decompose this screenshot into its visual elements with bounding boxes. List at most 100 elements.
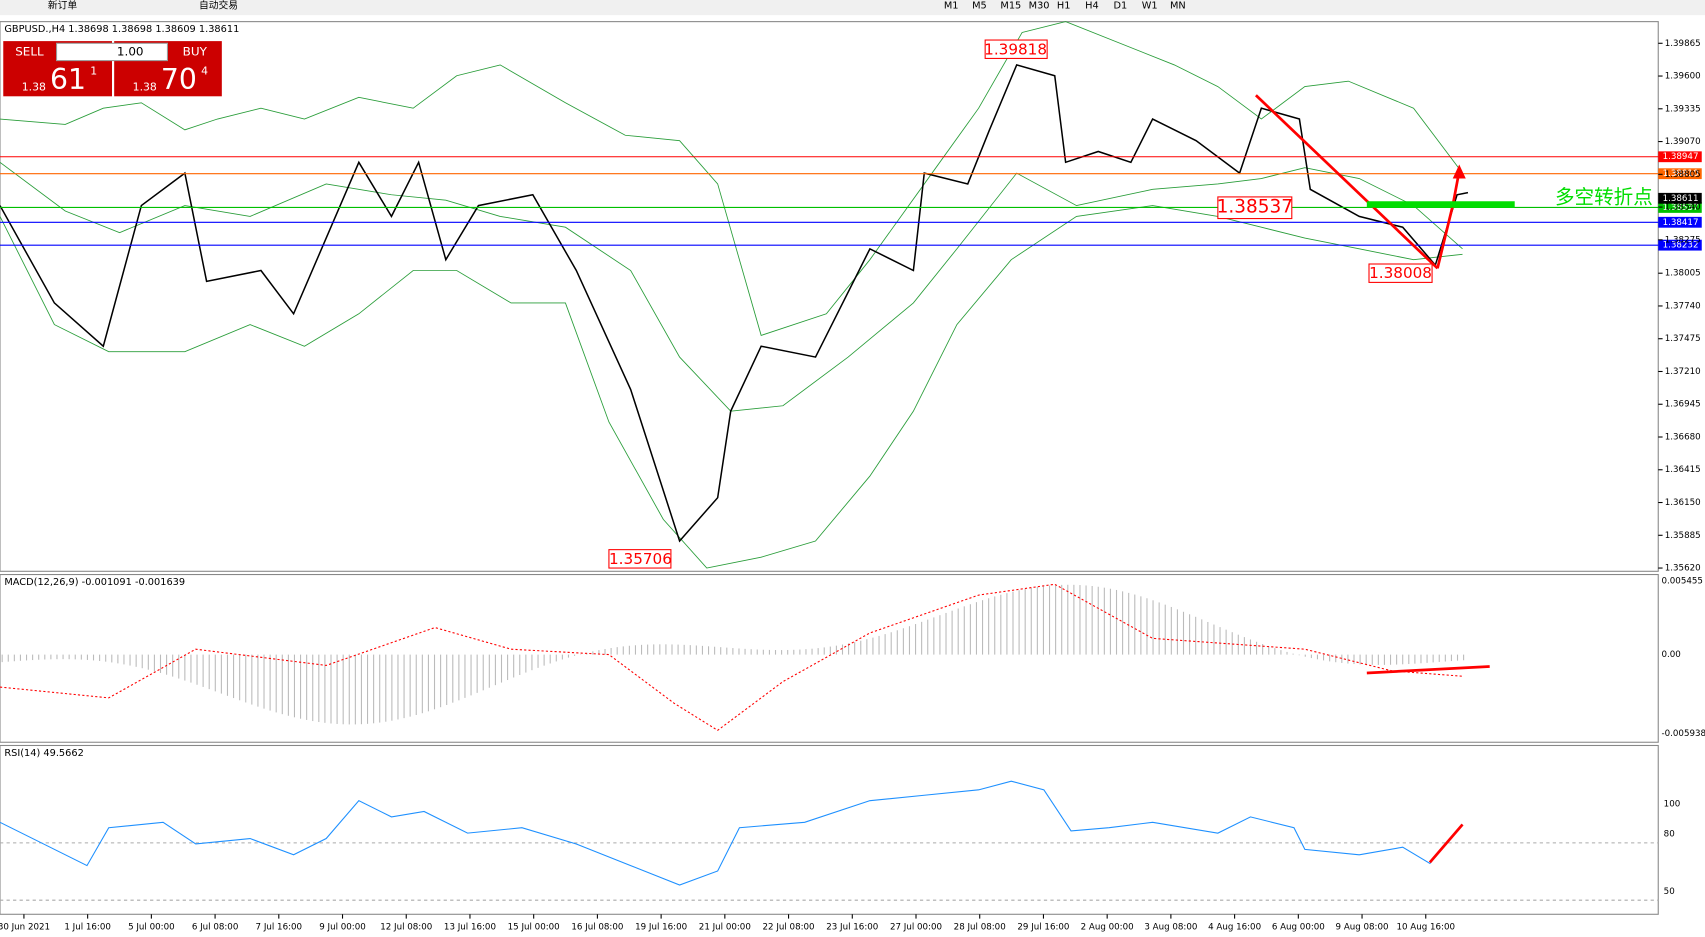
turning-level-bar (1366, 201, 1515, 208)
date-label: 1 Jul 16:00 (64, 923, 111, 933)
sell-price: 61 (50, 63, 86, 96)
rsi-pane (0, 744, 1659, 915)
date-label: 27 Jul 00:00 (890, 923, 942, 933)
price-axis-label: 1.35885 (1665, 531, 1701, 541)
sell-label[interactable]: SELL (15, 44, 44, 58)
date-label: 5 Jul 00:00 (128, 923, 175, 933)
timeframe-button[interactable]: M15 (1000, 0, 1021, 11)
date-label: 2 Aug 00:00 (1081, 923, 1134, 933)
price-axis-label: 1.38005 (1665, 269, 1701, 279)
price-axis-label: 1.39335 (1665, 104, 1701, 114)
high-box (984, 39, 1048, 59)
new-order-button[interactable]: 新订单 (48, 0, 78, 11)
date-label: 7 Jul 16:00 (256, 923, 303, 933)
price-axis-label: 1.37475 (1665, 334, 1701, 344)
chart-header: GBPUSD.,H4 1.38698 1.38698 1.38609 1.386… (4, 24, 239, 35)
rsi-axis-label: 80 (1664, 830, 1675, 840)
date-label: 4 Aug 16:00 (1208, 923, 1261, 933)
current-price-tag (1658, 192, 1702, 204)
date-label: 3 Aug 08:00 (1144, 923, 1197, 933)
macd-pane (0, 573, 1659, 743)
price-axis-label: 1.36945 (1665, 400, 1701, 410)
macd-label: MACD(12,26,9) -0.001091 -0.001639 (4, 577, 185, 588)
date-label: 30 Jun 2021 (0, 923, 50, 933)
price-level-label: 1.38417 (1663, 218, 1699, 228)
price-level-tag (1658, 202, 1702, 213)
price-axis-label: 1.38540 (1665, 203, 1701, 213)
rsi-arrow (1428, 823, 1464, 864)
main-chart (0, 21, 1659, 572)
reversal-arrow (1436, 170, 1461, 269)
toolbar (0, 0, 1705, 16)
date-label: 29 Jul 16:00 (1017, 923, 1069, 933)
date-label: 9 Jul 00:00 (319, 923, 366, 933)
sell-prefix: 1.38 (22, 81, 46, 94)
break-box (1217, 196, 1293, 220)
timeframe-button[interactable]: M30 (1029, 0, 1050, 11)
date-label: 6 Jul 08:00 (192, 923, 239, 933)
price-axis-label: 1.38805 (1665, 170, 1701, 180)
price-axis-label: 1.39865 (1665, 39, 1701, 49)
date-label: 19 Jul 16:00 (635, 923, 687, 933)
price-level-tag (1658, 216, 1702, 228)
buy-price: 70 (161, 63, 197, 96)
date-label: 22 Jul 08:00 (763, 923, 815, 933)
date-label: 23 Jul 16:00 (826, 923, 878, 933)
turning-point-label: 多空转折点 (1555, 186, 1653, 209)
lot-value[interactable]: 1.00 (117, 44, 144, 58)
trend-arrow (1254, 94, 1439, 270)
timeframe-button[interactable]: M1 (944, 0, 959, 11)
price-axis-label: 1.37740 (1665, 301, 1701, 311)
price-level-label: 1.38810 (1663, 169, 1699, 179)
date-label: 15 Jul 00:00 (508, 923, 560, 933)
date-label: 6 Aug 00:00 (1272, 923, 1325, 933)
price-axis-label: 1.36415 (1665, 465, 1701, 475)
rsi-axis-label: 50 (1664, 887, 1675, 897)
timeframe-button[interactable]: D1 (1113, 0, 1127, 11)
auto-trading-button[interactable]: 自动交易 (199, 0, 238, 11)
price-level-label: 1.38537 (1663, 203, 1699, 213)
price-level-tag (1658, 239, 1702, 251)
buy-prefix: 1.38 (133, 81, 157, 94)
price-axis-label: 1.35620 (1665, 564, 1701, 574)
date-label: 16 Jul 08:00 (571, 923, 623, 933)
bollinger-upper (0, 21, 1463, 336)
recent-low-label: 1.38008 (1369, 264, 1432, 282)
macd-axis-zero: 0.00 (1662, 650, 1681, 660)
timeframe-button[interactable]: MN (1170, 0, 1186, 11)
timeframe-button[interactable]: H4 (1085, 0, 1099, 11)
date-label: 21 Jul 00:00 (699, 923, 751, 933)
macd-axis-top: 0.005455 (1662, 577, 1703, 587)
price-axis-label: 1.39600 (1665, 72, 1701, 82)
rsi-label: RSI(14) 49.5662 (4, 748, 83, 759)
bollinger-lower (0, 205, 1463, 569)
date-label: 12 Jul 08:00 (380, 923, 432, 933)
timeframe-button[interactable]: W1 (1142, 0, 1158, 11)
break-label: 1.38537 (1217, 197, 1293, 218)
sell-fraction: 1 (90, 64, 97, 77)
date-label: 10 Aug 16:00 (1397, 923, 1456, 933)
price-level-label: 1.38232 (1663, 241, 1699, 251)
price-level-tag (1658, 151, 1702, 163)
price-level-label: 1.38947 (1663, 152, 1699, 162)
price-axis-label: 1.38275 (1665, 235, 1701, 245)
date-label: 28 Jul 08:00 (954, 923, 1006, 933)
current-price-label: 1.38611 (1663, 194, 1699, 204)
buy-label[interactable]: BUY (183, 44, 208, 58)
date-label: 13 Jul 16:00 (444, 923, 496, 933)
timeframe-button[interactable]: H1 (1057, 0, 1071, 11)
timeframe-button[interactable]: M5 (972, 0, 987, 11)
bollinger-mid (0, 161, 1463, 412)
lot-input[interactable] (55, 42, 168, 62)
price-axis-label: 1.36680 (1665, 433, 1701, 443)
recent-low-box (1368, 263, 1433, 283)
macd-signal (0, 583, 1463, 731)
price-axis-label: 1.39070 (1665, 137, 1701, 147)
low-box (608, 549, 672, 569)
macd-arrow (1366, 665, 1490, 675)
price-path (0, 64, 1469, 543)
date-label: 9 Aug 08:00 (1336, 923, 1389, 933)
price-level-tag (1658, 168, 1702, 180)
